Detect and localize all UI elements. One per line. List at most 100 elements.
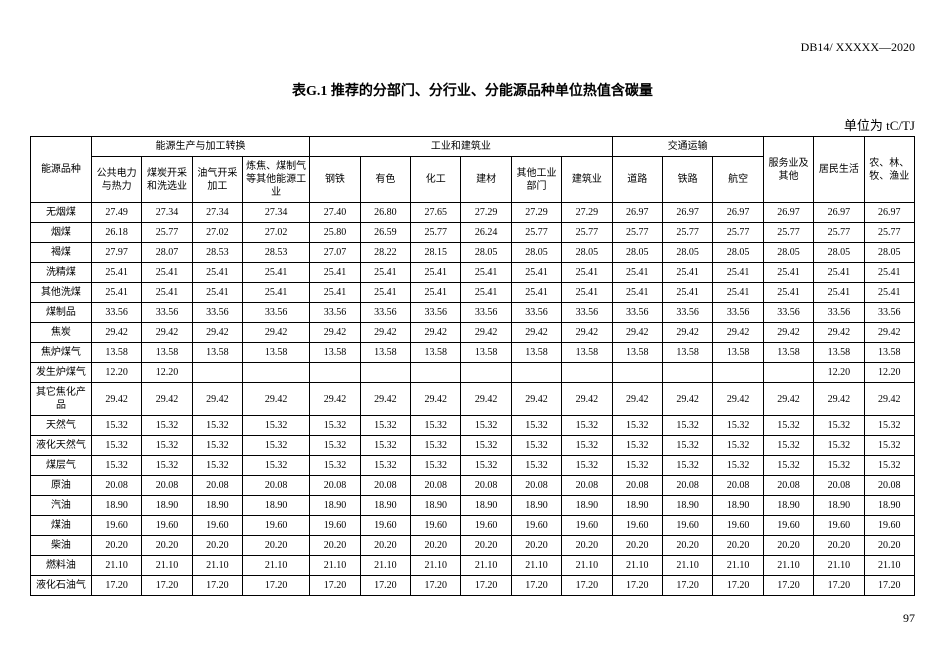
- cell: 29.42: [864, 383, 914, 416]
- col-building-materials: 建材: [461, 157, 511, 203]
- cell: 17.20: [360, 576, 410, 596]
- cell: 29.42: [310, 383, 360, 416]
- row-label: 无烟煤: [31, 203, 92, 223]
- table-row: 汽油18.9018.9018.9018.9018.9018.9018.9018.…: [31, 496, 915, 516]
- table-row: 煤制品33.5633.5633.5633.5633.5633.5633.5633…: [31, 303, 915, 323]
- cell: 19.60: [310, 516, 360, 536]
- cell: 25.41: [864, 263, 914, 283]
- cell: 25.41: [91, 263, 141, 283]
- cell: 25.41: [562, 263, 612, 283]
- cell: 25.77: [814, 223, 864, 243]
- col-coking: 炼焦、煤制气等其他能源工业: [243, 157, 310, 203]
- col-coal-mining: 煤炭开采和洗选业: [142, 157, 192, 203]
- cell: 25.41: [713, 283, 763, 303]
- cell: 25.77: [612, 223, 662, 243]
- row-label: 汽油: [31, 496, 92, 516]
- cell: 18.90: [142, 496, 192, 516]
- cell: 13.58: [763, 343, 813, 363]
- cell: 29.42: [864, 323, 914, 343]
- cell: 15.32: [243, 436, 310, 456]
- cell: 19.60: [91, 516, 141, 536]
- cell: 17.20: [562, 576, 612, 596]
- cell: 15.32: [864, 416, 914, 436]
- cell: 25.41: [461, 283, 511, 303]
- table-row: 发生炉煤气12.2012.2012.2012.20: [31, 363, 915, 383]
- cell: 13.58: [662, 343, 712, 363]
- row-label: 其他洗煤: [31, 283, 92, 303]
- cell: 29.42: [192, 323, 242, 343]
- cell: [411, 363, 461, 383]
- cell: 20.20: [763, 536, 813, 556]
- cell: 25.41: [310, 263, 360, 283]
- cell: 18.90: [864, 496, 914, 516]
- cell: 33.56: [511, 303, 561, 323]
- row-label: 发生炉煤气: [31, 363, 92, 383]
- cell: 18.90: [411, 496, 461, 516]
- cell: [360, 363, 410, 383]
- cell: 20.08: [814, 476, 864, 496]
- cell: 33.56: [814, 303, 864, 323]
- cell: 26.97: [864, 203, 914, 223]
- cell: 25.77: [864, 223, 914, 243]
- table-row: 其他洗煤25.4125.4125.4125.4125.4125.4125.412…: [31, 283, 915, 303]
- cell: 13.58: [192, 343, 242, 363]
- cell: 21.10: [461, 556, 511, 576]
- cell: 17.20: [310, 576, 360, 596]
- cell: 21.10: [411, 556, 461, 576]
- cell: 29.42: [763, 383, 813, 416]
- cell: [192, 363, 242, 383]
- cell: 25.41: [192, 263, 242, 283]
- col-residential: 居民生活: [814, 137, 864, 203]
- cell: 19.60: [192, 516, 242, 536]
- cell: 21.10: [763, 556, 813, 576]
- cell: 25.41: [243, 263, 310, 283]
- cell: 18.90: [814, 496, 864, 516]
- cell: 15.32: [411, 436, 461, 456]
- cell: 19.60: [411, 516, 461, 536]
- cell: 13.58: [864, 343, 914, 363]
- cell: 29.42: [360, 383, 410, 416]
- cell: 28.22: [360, 243, 410, 263]
- cell: 15.32: [142, 456, 192, 476]
- cell: 20.20: [91, 536, 141, 556]
- row-label: 烟煤: [31, 223, 92, 243]
- cell: 18.90: [310, 496, 360, 516]
- cell: 13.58: [814, 343, 864, 363]
- cell: 21.10: [864, 556, 914, 576]
- cell: 20.20: [612, 536, 662, 556]
- cell: 20.20: [310, 536, 360, 556]
- cell: 25.77: [562, 223, 612, 243]
- cell: 19.60: [814, 516, 864, 536]
- cell: 25.41: [91, 283, 141, 303]
- cell: 20.08: [461, 476, 511, 496]
- col-nonferrous: 有色: [360, 157, 410, 203]
- row-label: 煤油: [31, 516, 92, 536]
- cell: 12.20: [91, 363, 141, 383]
- cell: 33.56: [411, 303, 461, 323]
- cell: 12.20: [864, 363, 914, 383]
- cell: 26.97: [713, 203, 763, 223]
- table-row: 柴油20.2020.2020.2020.2020.2020.2020.2020.…: [31, 536, 915, 556]
- cell: 33.56: [763, 303, 813, 323]
- cell: 19.60: [713, 516, 763, 536]
- cell: 25.41: [192, 283, 242, 303]
- cell: 18.90: [713, 496, 763, 516]
- cell: 15.32: [192, 456, 242, 476]
- cell: 15.32: [511, 416, 561, 436]
- cell: 17.20: [461, 576, 511, 596]
- col-steel: 钢铁: [310, 157, 360, 203]
- cell: 33.56: [461, 303, 511, 323]
- cell: [612, 363, 662, 383]
- cell: 19.60: [142, 516, 192, 536]
- cell: 15.32: [662, 436, 712, 456]
- cell: [511, 363, 561, 383]
- cell: 15.32: [864, 456, 914, 476]
- cell: 29.42: [612, 383, 662, 416]
- cell: 15.32: [612, 416, 662, 436]
- cell: 25.41: [511, 283, 561, 303]
- cell: 15.32: [461, 456, 511, 476]
- cell: 29.42: [91, 383, 141, 416]
- group-energy-production: 能源生产与加工转换: [91, 137, 309, 157]
- cell: 29.42: [562, 383, 612, 416]
- cell: 27.65: [411, 203, 461, 223]
